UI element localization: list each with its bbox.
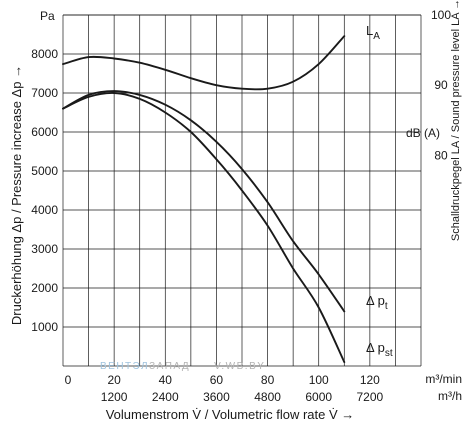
curve-delta-pst: [62, 92, 346, 364]
y2-tick-label: 100: [431, 8, 451, 22]
tick-labels: 1000200030004000500060007000800080901000…: [31, 8, 451, 404]
x-tick-label: 80: [261, 373, 275, 387]
y2-axis-title: Schalldruckpegel LA / Sound pressure lev…: [450, 0, 462, 241]
watermark: ВЕНТЭЛЗАПАД V.WB.BY: [100, 361, 265, 372]
x-axis-unit-bottom: m³/h: [438, 389, 462, 403]
label-delta-pt: Δ pt: [366, 293, 388, 312]
y2-tick-label: 90: [434, 78, 448, 92]
x-tick-label-secondary: 1200: [101, 390, 128, 404]
curve-sound-level: [62, 35, 346, 91]
curves: [62, 35, 346, 364]
x-tick-label: 0: [65, 373, 72, 387]
x-tick-label-secondary: 7200: [357, 390, 384, 404]
y-tick-label: 2000: [31, 281, 58, 295]
x-tick-label-secondary: 6000: [305, 390, 332, 404]
y-tick-label: 6000: [31, 125, 58, 139]
x-axis-title: Volumenstrom V̇ / Volumetric flow rate V…: [106, 407, 355, 422]
y-tick-label: 7000: [31, 86, 58, 100]
x-tick-label: 40: [159, 373, 173, 387]
curve-delta-pt: [62, 90, 346, 313]
label-la: LA: [366, 23, 380, 42]
grid: [62, 14, 422, 367]
y-tick-label: 5000: [31, 164, 58, 178]
label-delta-pst: Δ pst: [366, 340, 393, 359]
y2-tick-label: 80: [434, 148, 448, 162]
y-axis-unit: Pa: [40, 9, 55, 23]
x-tick-label: 20: [107, 373, 121, 387]
x-tick-label: 120: [360, 373, 380, 387]
y-tick-label: 1000: [31, 320, 58, 334]
x-tick-label-secondary: 2400: [152, 390, 179, 404]
y-axis-title: Druckerhöhung Δp / Pressure increase Δp …: [9, 65, 24, 325]
y-tick-label: 4000: [31, 203, 58, 217]
x-tick-label: 100: [309, 373, 329, 387]
y-tick-label: 3000: [31, 242, 58, 256]
x-tick-label-secondary: 4800: [254, 390, 281, 404]
y-tick-label: 8000: [31, 47, 58, 61]
x-tick-label: 60: [210, 373, 224, 387]
y2-axis-unit: dB (A): [406, 126, 440, 140]
x-tick-label-secondary: 3600: [203, 390, 230, 404]
x-axis-unit-top: m³/min: [425, 372, 462, 386]
